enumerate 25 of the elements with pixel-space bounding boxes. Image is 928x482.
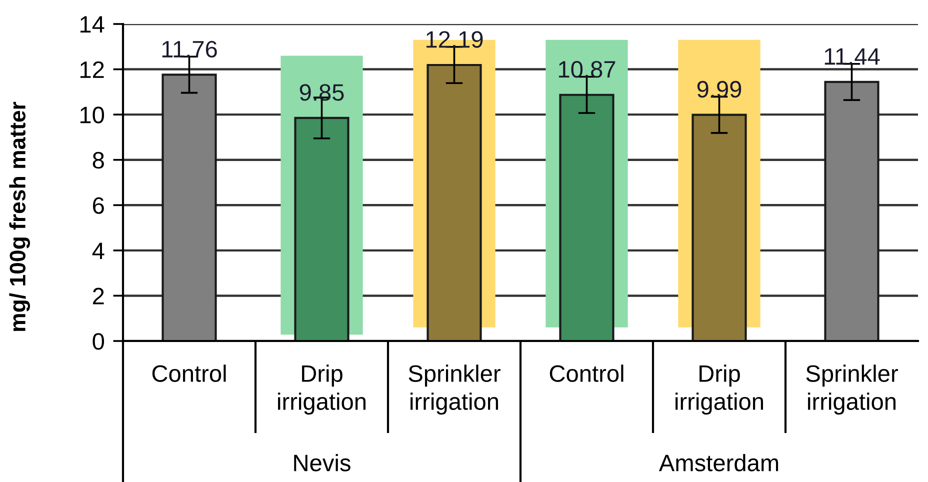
bar bbox=[824, 80, 880, 341]
data-label: 12.19 bbox=[426, 31, 483, 48]
y-tick-label: 10 bbox=[80, 106, 104, 124]
x-tick-label: Control bbox=[152, 364, 226, 382]
x-tick-label: Sprinkler irrigation bbox=[408, 364, 500, 415]
y-tick-label: 0 bbox=[92, 333, 104, 350]
text: Nevis bbox=[294, 454, 350, 472]
y-axis-title: mg/ 100g fresh matter bbox=[9, 102, 30, 331]
data-label: 11.76 bbox=[162, 40, 217, 58]
text: Amsterdam bbox=[658, 454, 778, 472]
y-tick-label: 8 bbox=[92, 152, 104, 169]
y-tick-label: 4 bbox=[92, 242, 104, 259]
x-tick-label: Control bbox=[550, 364, 624, 382]
bar bbox=[162, 74, 217, 341]
y-tick-label: 12 bbox=[80, 61, 104, 78]
x-tick-label: Sprinkler irrigation bbox=[806, 364, 898, 415]
y-tick-label: 6 bbox=[93, 197, 104, 214]
y-tick-label: 2 bbox=[93, 288, 104, 304]
data-label: 9.99 bbox=[697, 80, 742, 98]
x-tick-label: Drip irrigation bbox=[676, 364, 763, 415]
data-label: 10.87 bbox=[559, 60, 616, 78]
data-label: 11.44 bbox=[824, 48, 880, 65]
y-tick-label: 14 bbox=[80, 16, 104, 33]
data-label: 9.85 bbox=[300, 84, 344, 101]
x-tick-label: Drip irrigation bbox=[278, 364, 366, 415]
